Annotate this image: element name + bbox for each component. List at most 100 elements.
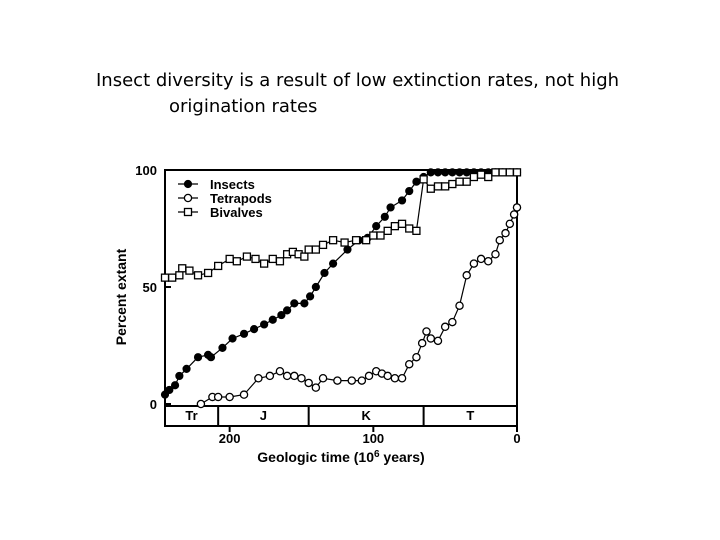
data-point-tetrapods [455, 301, 464, 310]
data-point-bivalves [185, 266, 194, 275]
data-point-insects [300, 299, 309, 308]
data-point-tetrapods [426, 334, 436, 343]
data-point-tetrapods [476, 254, 486, 264]
data-point-bivalves [251, 254, 260, 264]
data-point-insects [441, 168, 450, 177]
data-point-insects [277, 310, 286, 320]
data-point-bivalves [214, 261, 223, 271]
data-point-tetrapods [491, 249, 500, 259]
data-point-insects [170, 381, 180, 390]
period-label: T [466, 408, 474, 423]
y-tick-label: 100 [135, 163, 157, 178]
legend-marker-bivalves [183, 207, 193, 217]
data-point-tetrapods [440, 322, 450, 332]
data-point-bivalves [433, 182, 443, 191]
data-point-insects [462, 168, 471, 177]
data-point-insects [228, 334, 237, 343]
data-point-tetrapods [196, 399, 206, 409]
data-point-bivalves [351, 236, 361, 245]
data-point-tetrapods [509, 210, 519, 219]
data-point-bivalves [318, 240, 328, 250]
data-point-bivalves [397, 219, 407, 228]
data-point-bivalves [300, 252, 309, 261]
data-point-bivalves [268, 254, 277, 264]
data-point-insects [182, 364, 191, 373]
x-tick-label: 200 [219, 431, 241, 446]
data-point-tetrapods [505, 219, 515, 229]
data-point-bivalves [476, 170, 486, 179]
data-point-tetrapods [469, 259, 479, 268]
data-point-bivalves [383, 226, 392, 235]
data-point-bivalves [448, 179, 457, 189]
legend-marker-insects [183, 179, 193, 189]
data-point-bivalves [232, 257, 241, 266]
slide-title: Insect diversity is a result of low exti… [96, 68, 696, 120]
data-point-insects [412, 177, 421, 186]
slide-title-line2: origination rates [169, 96, 318, 117]
x-tick-label: 0 [513, 431, 520, 446]
data-point-insects [290, 299, 299, 308]
data-point-insects [165, 385, 174, 395]
data-point-bivalves [193, 271, 203, 280]
data-point-bivalves [390, 222, 400, 231]
data-point-insects [343, 245, 352, 254]
data-point-tetrapods [412, 352, 421, 362]
data-point-tetrapods [239, 390, 249, 399]
data-point-tetrapods [282, 371, 292, 381]
data-point-bivalves [259, 259, 269, 268]
data-point-insects [320, 268, 329, 278]
data-point-tetrapods [512, 203, 522, 212]
data-point-insects [380, 212, 389, 221]
data-point-tetrapods [333, 376, 342, 385]
data-point-tetrapods [364, 371, 374, 381]
data-point-tetrapods [304, 378, 313, 388]
data-point-bivalves [484, 172, 493, 182]
data-point-tetrapods [462, 271, 471, 280]
data-point-bivalves [455, 177, 464, 186]
slide-title-line1: Insect diversity is a result of low exti… [96, 70, 620, 91]
data-point-tetrapods [495, 235, 505, 245]
plot-frame [164, 169, 518, 427]
data-point-bivalves [419, 175, 428, 184]
data-point-insects [426, 168, 435, 177]
legend-label-insects: Insects [210, 177, 255, 192]
data-point-bivalves [328, 236, 338, 245]
data-point-bivalves [178, 264, 187, 273]
data-point-bivalves [512, 168, 522, 177]
data-point-bivalves [340, 238, 349, 247]
data-point-insects [193, 353, 203, 362]
data-point-tetrapods [501, 228, 510, 238]
period-label: J [260, 408, 267, 423]
data-point-insects [218, 343, 227, 352]
data-point-bivalves [225, 254, 234, 264]
data-point-bivalves [498, 168, 507, 177]
data-point-insects [455, 168, 464, 177]
data-point-insects [311, 282, 320, 292]
legend-marker-tetrapods [183, 193, 193, 203]
data-point-bivalves [441, 182, 450, 191]
data-point-tetrapods [417, 338, 427, 348]
data-point-bivalves [405, 224, 414, 233]
data-point-tetrapods [347, 376, 357, 385]
data-point-insects [433, 168, 443, 177]
data-point-tetrapods [254, 374, 263, 383]
data-point-bivalves [275, 257, 285, 266]
data-point-tetrapods [433, 336, 443, 346]
data-point-bivalves [505, 168, 514, 177]
y-axis-label: Percent extant [113, 248, 129, 345]
data-point-tetrapods [397, 374, 407, 383]
data-point-tetrapods [484, 257, 493, 266]
period-label: Tr [185, 408, 197, 423]
data-point-insects [372, 222, 381, 231]
period-label: K [361, 408, 371, 423]
data-point-tetrapods [290, 371, 299, 381]
data-point-bivalves [412, 226, 421, 235]
data-point-insects [306, 292, 315, 301]
data-point-bivalves [361, 236, 371, 245]
data-point-bivalves [175, 271, 184, 280]
data-point-bivalves [491, 168, 500, 177]
data-point-insects [175, 371, 184, 381]
data-point-tetrapods [357, 376, 367, 385]
data-point-insects [448, 168, 457, 177]
